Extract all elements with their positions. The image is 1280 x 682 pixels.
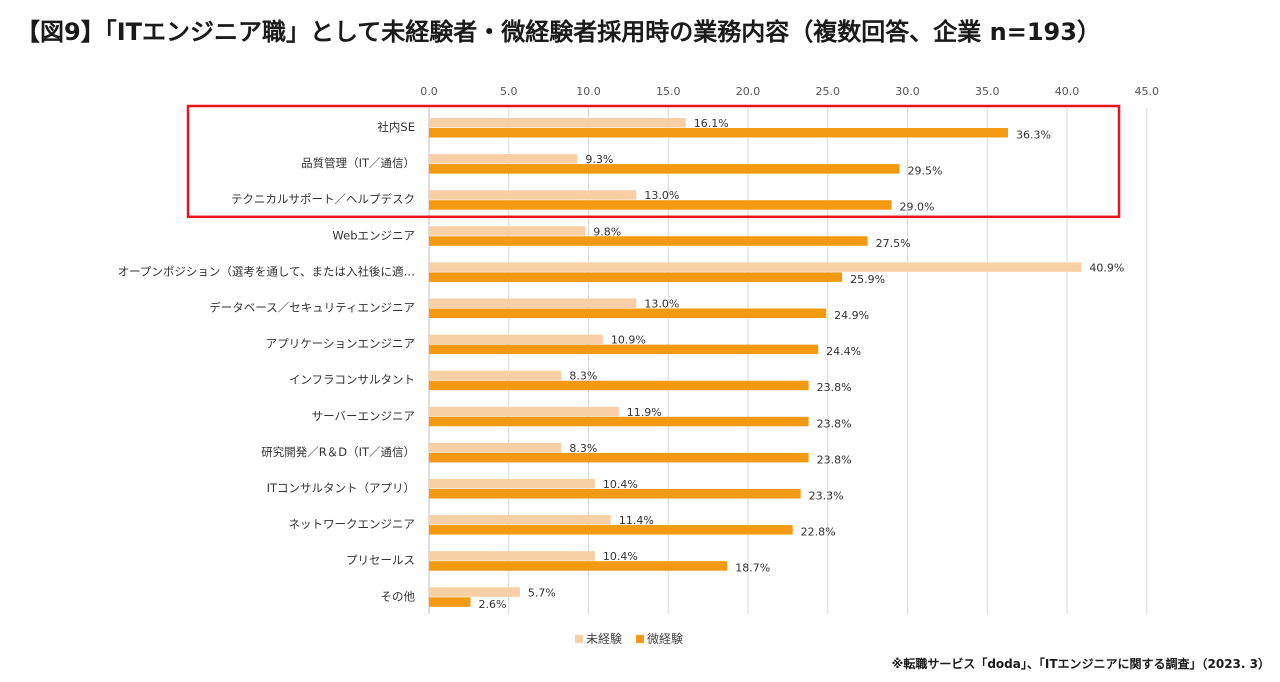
chart-title: 【図9】「ITエンジニア職」として未経験者・微経験者採用時の業務内容（複数回答、… (16, 18, 1101, 46)
category-label: その他 (381, 589, 416, 603)
bar-bikeiken (429, 380, 809, 391)
bar-mikeiken (429, 551, 595, 561)
bar-mikeiken (429, 406, 619, 417)
x-tick-label: 0.0 (420, 85, 438, 98)
bar-bikeiken (429, 344, 819, 355)
x-tick-label: 25.0 (816, 85, 841, 98)
x-tick-label: 5.0 (500, 85, 518, 98)
data-label-mikeiken: 11.9% (627, 406, 662, 419)
bar-bikeiken (429, 489, 801, 499)
data-label-mikeiken: 9.3% (585, 153, 613, 166)
data-label-mikeiken: 5.7% (528, 586, 556, 599)
data-label-bikeiken: 29.5% (908, 165, 943, 178)
bar-bikeiken (429, 561, 728, 571)
x-tick-label: 20.0 (736, 85, 761, 98)
bar-bikeiken (429, 308, 827, 318)
bar-mikeiken (429, 298, 637, 308)
x-tick-label: 45.0 (1135, 85, 1160, 98)
category-label: 品質管理（IT／通信） (301, 156, 415, 170)
category-labels: 社内SE 品質管理（IT／通信） テクニカルサポート／ヘルプデスク Webエンジニアオ… (118, 120, 416, 603)
category-label: ネットワークエンジニア (289, 517, 416, 531)
grid-lines (428, 108, 1148, 614)
bar-bikeiken (429, 416, 809, 427)
x-tick-label: 40.0 (1055, 85, 1080, 98)
bar-bikeiken (429, 200, 892, 210)
x-tick-label: 15.0 (656, 85, 681, 98)
legend-swatch-mikeiken (575, 635, 583, 643)
highlight-rectangle (186, 104, 1121, 219)
data-label-mikeiken: 16.1% (694, 117, 729, 130)
data-label-mikeiken: 10.4% (603, 478, 638, 491)
bar-mikeiken (429, 226, 586, 236)
data-labels: 16.1% 36.3% 9.3% 29.5% 13.0% 29.0% 9.8% 27.5% 40… (478, 117, 1124, 611)
bar-bikeiken (429, 452, 809, 463)
data-label-mikeiken: 10.4% (603, 550, 638, 563)
data-label-bikeiken: 29.0% (900, 201, 935, 214)
x-axis-ticks: 0.0 5.0 10.0 15.0 20.0 25.0 30.0 35.0 40.0 45.0 (420, 85, 1159, 98)
category-label: ITコンサルタント（アプリ） (267, 481, 415, 495)
data-label-mikeiken: 10.9% (611, 334, 646, 347)
data-label-bikeiken: 2.6% (478, 598, 506, 611)
category-label: 研究開発／R＆D（IT／通信） (261, 445, 415, 459)
bar-bikeiken (429, 236, 868, 246)
data-label-bikeiken: 25.9% (850, 273, 885, 286)
bar-mikeiken (429, 154, 578, 164)
category-label: データベース／セキュリティエンジニア (209, 301, 415, 315)
data-label-bikeiken: 23.8% (817, 417, 852, 430)
data-label-bikeiken: 23.8% (817, 381, 852, 394)
bar-mikeiken (429, 262, 1082, 272)
bar-mikeiken (429, 442, 562, 453)
data-label-bikeiken: 18.7% (735, 562, 770, 575)
category-label: オープンポジション（選考を通して、または入社後に適… (118, 264, 415, 278)
data-label-mikeiken: 40.9% (1089, 261, 1124, 274)
category-label: プリセールス (346, 553, 415, 567)
legend-swatch-bikeiken (636, 635, 644, 643)
data-label-bikeiken: 22.8% (801, 526, 836, 539)
x-tick-label: 35.0 (975, 85, 1000, 98)
data-label-mikeiken: 9.8% (593, 225, 621, 238)
data-label-bikeiken: 36.3% (1016, 129, 1051, 142)
bars (429, 118, 1082, 607)
bar-bikeiken (429, 164, 900, 174)
bar-mikeiken (429, 334, 603, 345)
data-label-bikeiken: 23.8% (817, 453, 852, 466)
bar-mikeiken (429, 479, 595, 489)
bar-bikeiken (429, 128, 1008, 138)
legend-label-mikeiken: 未経験 (586, 631, 622, 646)
bar-mikeiken (429, 515, 611, 525)
legend-label-bikeiken: 微経験 (647, 631, 683, 646)
data-label-mikeiken: 11.4% (619, 514, 654, 527)
bar-bikeiken (429, 525, 793, 535)
x-tick-label: 10.0 (576, 85, 601, 98)
data-label-bikeiken: 24.4% (826, 345, 861, 358)
bar-mikeiken (429, 370, 562, 381)
bar-bikeiken (429, 272, 843, 282)
highlight-box (186, 104, 1121, 219)
bar-mikeiken (429, 587, 520, 597)
x-tick-label: 30.0 (895, 85, 920, 98)
source-note: ※転職サービス「doda」、「ITエンジニアに関する調査」（2023. 3） (891, 657, 1270, 671)
data-label-mikeiken: 13.0% (644, 189, 679, 202)
category-label: サーバーエンジニア (312, 409, 415, 423)
data-label-bikeiken: 27.5% (876, 237, 911, 250)
category-label: Webエンジニア (332, 228, 415, 242)
data-label-bikeiken: 23.3% (809, 490, 844, 503)
category-label: アプリケーションエンジニア (266, 337, 415, 351)
bar-mikeiken (429, 190, 637, 200)
bar-bikeiken (429, 597, 471, 607)
category-label: インフラコンサルタント (289, 373, 415, 387)
data-label-mikeiken: 13.0% (644, 298, 679, 311)
data-label-mikeiken: 8.3% (569, 442, 597, 455)
data-label-mikeiken: 8.3% (569, 370, 597, 383)
bar-mikeiken (429, 118, 686, 128)
category-label: 社内SE (377, 120, 415, 134)
data-label-bikeiken: 24.9% (834, 309, 869, 322)
category-label: テクニカルサポート／ヘルプデスク (231, 192, 415, 206)
legend: 未経験 微経験 (575, 631, 683, 646)
